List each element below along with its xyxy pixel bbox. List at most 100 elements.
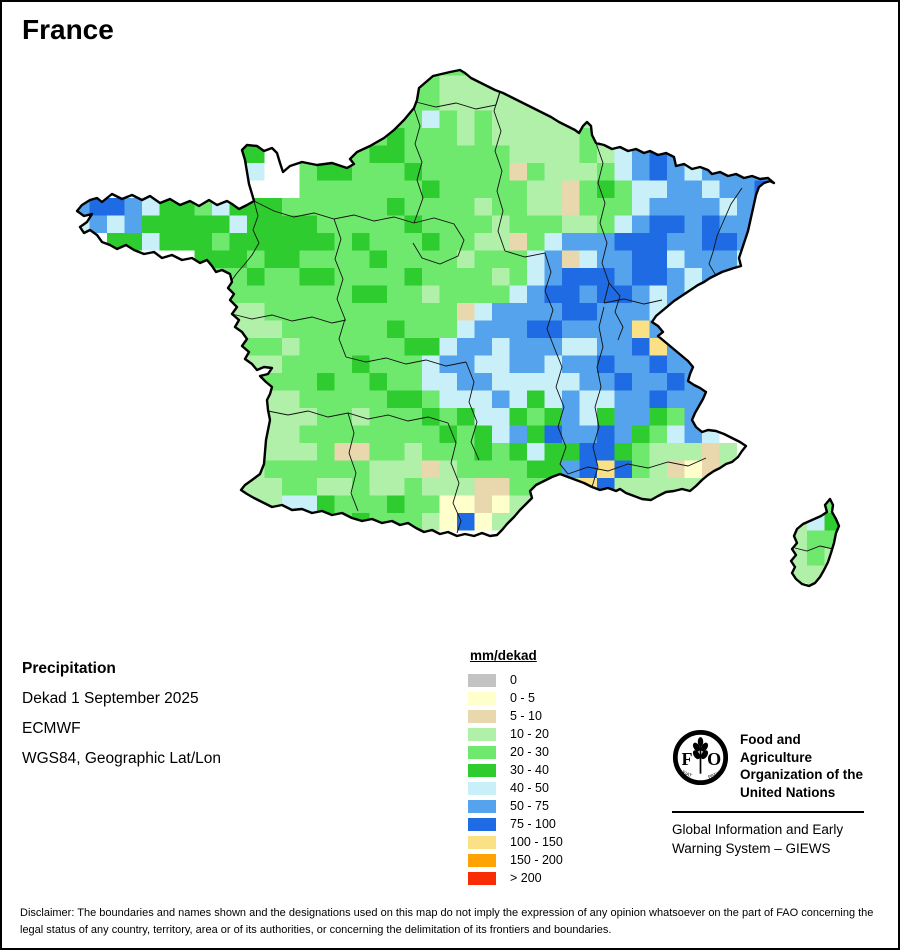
grid-cell [544,425,562,443]
grid-cell [159,215,177,233]
grid-cell [439,250,457,268]
svg-text:O: O [707,749,721,769]
grid-cell [317,145,335,163]
grid-cell [334,128,352,146]
grid-cell [247,443,265,461]
grid-cell [229,268,247,286]
grid-cell [334,373,352,391]
grid-cell [439,128,457,146]
grid-cell [404,390,422,408]
grid-cell [562,215,580,233]
grid-cell [579,180,597,198]
grid-cell [369,198,387,216]
grid-cell [299,320,317,338]
grid-cell [282,338,300,356]
grid-cell [317,320,335,338]
grid-cell [387,320,405,338]
grid-cell [562,338,580,356]
grid-cell [614,180,632,198]
grid-cell [719,233,737,251]
grid-cell [422,250,440,268]
grid-cell [527,285,545,303]
grid-cell [334,250,352,268]
grid-cell [299,425,317,443]
grid-cell [597,215,615,233]
grid-cell [404,285,422,303]
legend-swatch [468,817,496,831]
grid-cell [387,163,405,181]
grid-cell [387,180,405,198]
grid-cell [684,390,702,408]
legend-label: 50 - 75 [510,799,549,813]
grid-cell [702,355,720,373]
grid-cell [422,338,440,356]
grid-cell [317,215,335,233]
grid-cell [334,478,352,496]
grid-cell [597,408,615,426]
grid-cell [299,513,317,531]
grid-cell [544,495,562,513]
grid-cell [107,198,125,216]
grid-cell [369,233,387,251]
grid-cell [264,460,282,478]
grid-cell [614,425,632,443]
grid-cell [527,338,545,356]
grid-cell [264,303,282,321]
grid-cell [457,513,475,531]
grid-cell [264,338,282,356]
grid-cell [544,338,562,356]
grid-cell [369,75,387,93]
fao-logo-icon: F O FIAT PANIS [672,729,729,786]
grid-cell [369,425,387,443]
grid-cell [474,180,492,198]
grid-cell [509,303,527,321]
grid-cell [317,495,335,513]
grid-cell [387,373,405,391]
grid-cell [439,443,457,461]
grid-cell [527,145,545,163]
grid-cell [439,495,457,513]
grid-cell [667,268,685,286]
grid-cell [737,198,755,216]
grid-cell [422,478,440,496]
grid-cell [702,408,720,426]
grid-cell [527,250,545,268]
legend-label: 100 - 150 [510,835,563,849]
grid-cell [579,443,597,461]
grid-cell [107,215,125,233]
grid-cell [422,495,440,513]
grid-cell [247,250,265,268]
grid-cell [562,233,580,251]
grid-cell [474,163,492,181]
grid-cell [807,530,825,548]
grid-cell [667,495,685,513]
grid-cell [474,93,492,111]
grid-cell [334,425,352,443]
grid-cell [544,233,562,251]
grid-cell [509,338,527,356]
grid-cell [527,128,545,146]
grid-cell [317,233,335,251]
giews-name: Global Information and Early Warning Sys… [672,822,844,856]
grid-cell [352,373,370,391]
legend-swatch [468,727,496,741]
legend-swatch [468,799,496,813]
grid-cell [299,233,317,251]
grid-cell [299,338,317,356]
grid-cell [667,320,685,338]
grid-cell [387,233,405,251]
legend-swatch [468,835,496,849]
grid-cell [282,250,300,268]
grid-cell [579,373,597,391]
grid-cell [317,250,335,268]
grid-cell [404,250,422,268]
grid-cell [527,495,545,513]
grid-cell [474,373,492,391]
grid-cell [614,408,632,426]
legend-title: mm/dekad [470,648,537,663]
grid-cell [282,215,300,233]
legend-item: 0 [468,671,563,689]
grid-cell [544,93,562,111]
grid-cell [404,478,422,496]
grid-cell [597,110,615,128]
